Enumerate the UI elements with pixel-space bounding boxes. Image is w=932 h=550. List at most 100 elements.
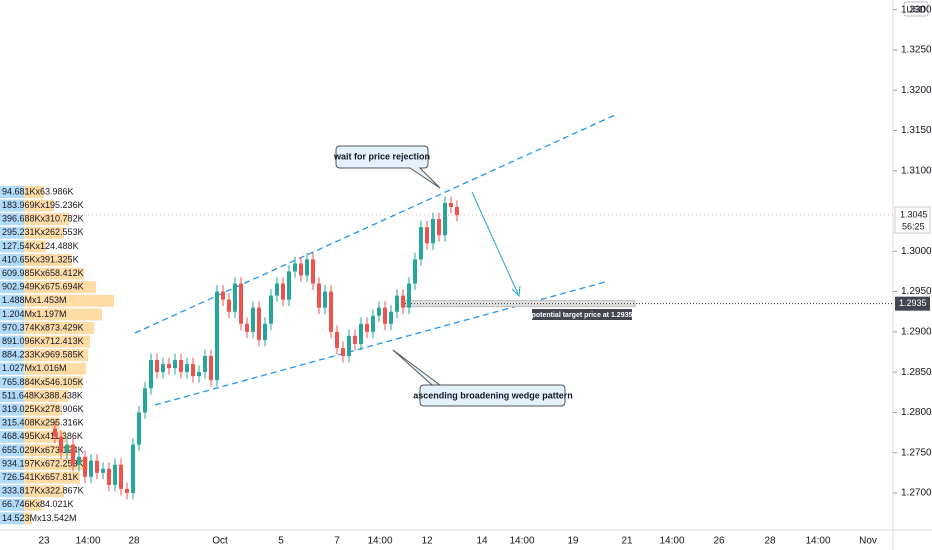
x-tick-label: 12 (421, 536, 433, 547)
candle-body (365, 323, 369, 332)
y-tick-label: 1.3250 (901, 45, 932, 56)
candle-body (437, 219, 441, 236)
candle-body (77, 456, 81, 465)
x-tick-label: 14:00 (805, 536, 830, 547)
last-price: 1.3045 (900, 209, 928, 219)
candle-body (335, 331, 339, 348)
candle-body (269, 295, 273, 324)
x-tick-label: 7 (334, 536, 340, 547)
profile-bar-buy (0, 308, 24, 321)
profile-bar-buy (0, 498, 24, 511)
x-tick-label: 21 (621, 536, 633, 547)
profile-bar-sell (24, 240, 46, 253)
x-tick-label: 28 (764, 536, 776, 547)
candle-body (245, 323, 249, 332)
profile-bar-buy (0, 294, 24, 307)
profile-bar-sell (24, 226, 64, 239)
profile-bar-buy (0, 376, 24, 389)
candle-body (149, 360, 153, 389)
x-tick-label: 19 (567, 536, 579, 547)
profile-bar-buy (0, 458, 24, 470)
profile-bar-buy (0, 186, 24, 198)
profile-label: 1.204Mx1.197M (2, 309, 67, 319)
profile-bar-sell (24, 417, 60, 430)
candle-body (293, 263, 297, 272)
candle-body (425, 227, 429, 244)
profile-label: 396.688Kx310.782K (2, 214, 84, 224)
x-tick-label: 5 (278, 536, 284, 547)
y-tick-label: 1.2950 (901, 286, 932, 297)
profile-bar-buy (0, 430, 24, 443)
candle-body (101, 468, 105, 473)
x-tick-label: Oct (212, 536, 228, 547)
profile-label: 66.746Kx84.021K (2, 499, 74, 509)
profile-bar-buy (0, 362, 24, 375)
currency-box[interactable] (903, 1, 929, 17)
profile-bar-sell (24, 308, 102, 321)
target-label-box (532, 309, 632, 320)
arrow-head (511, 285, 521, 298)
candle-body (167, 364, 171, 369)
y-tick-label: 1.3100 (901, 165, 932, 176)
candle-body (137, 412, 141, 445)
candle-body (95, 460, 99, 473)
candle-body (161, 364, 165, 373)
lower-trend-line (154, 281, 606, 406)
x-tick-label: 26 (713, 536, 725, 547)
profile-bar-buy (0, 335, 24, 348)
x-tick-label: 14:00 (659, 536, 684, 547)
profile-bar-buy (0, 322, 24, 334)
candle-body (311, 259, 315, 284)
x-tick-label: 14:00 (367, 536, 392, 547)
candle-body (191, 364, 195, 377)
profile-bar-sell (24, 281, 96, 294)
candle-body (131, 444, 135, 493)
candle-body (239, 283, 243, 324)
profile-label: 609.985Kx658.412K (2, 268, 84, 278)
candle-body (203, 356, 207, 373)
profile-bar-buy (0, 349, 24, 362)
profile-bar-buy (0, 485, 24, 498)
x-tick-label: 14:00 (509, 536, 534, 547)
candle-body (395, 295, 399, 312)
profile-bar-sell (24, 485, 64, 498)
x-tick-label: Nov (859, 536, 877, 547)
upper-trend-line (134, 114, 616, 334)
candle-body (347, 335, 351, 357)
candle-body (89, 460, 93, 477)
x-tick-label: 23 (38, 536, 50, 547)
candle-body (353, 335, 357, 344)
y-tick-label: 1.3200 (901, 85, 932, 96)
profile-bar-sell (24, 390, 68, 402)
candle-body (281, 283, 285, 300)
candle-body (113, 464, 117, 485)
x-tick-label: 28 (128, 536, 140, 547)
profile-label: 333.817Kx322.867K (2, 486, 84, 496)
profile-label: 884.233Kx969.585K (2, 350, 84, 360)
profile-label: 655.029Kx673.124K (2, 445, 84, 455)
annotation: potential target price at 1.2935 (532, 312, 633, 319)
x-tick-label: 14:00 (75, 536, 100, 547)
candle-body (323, 291, 327, 308)
profile-bar-sell (24, 199, 54, 212)
candle-body (389, 311, 393, 324)
profile-label: 315.408Kx295.316K (2, 418, 84, 428)
profile-label: 468.495Kx411.386K (2, 431, 83, 441)
profile-bar-buy (0, 281, 24, 294)
candle-body (119, 464, 123, 489)
candle-body (233, 283, 237, 312)
candle-body (299, 263, 303, 276)
profile-bar-buy (0, 267, 24, 280)
profile-label: 94.681Kx63.986K (2, 186, 74, 196)
y-tick-label: 1.3150 (901, 125, 932, 136)
profile-label: 934.197Kx672.253K (2, 458, 84, 468)
profile-bar-buy (0, 471, 24, 484)
candle-body (257, 307, 261, 340)
candle-body (197, 372, 201, 377)
profile-label: 127.54Kx124.488K (2, 241, 79, 251)
candle-body (221, 291, 225, 300)
candle-body (371, 315, 375, 332)
y-tick-label: 1.2850 (901, 367, 932, 378)
callout-box (335, 145, 441, 189)
profile-bar-buy (0, 254, 24, 266)
